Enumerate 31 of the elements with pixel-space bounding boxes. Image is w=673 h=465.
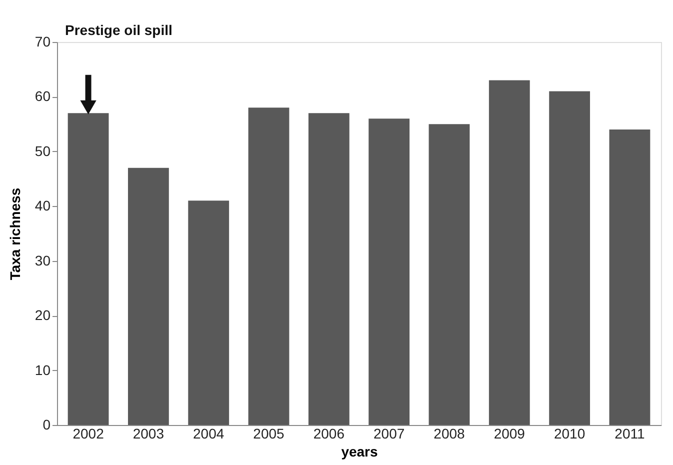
y-axis-title: Taxa richness (6, 188, 23, 280)
y-tick-label: 20 (34, 307, 51, 324)
y-tick-label: 30 (34, 252, 51, 268)
y-tick-label: 40 (34, 198, 51, 214)
y-tick-label: 0 (42, 416, 51, 432)
bar (248, 108, 290, 425)
y-tick-label: 70 (34, 34, 51, 50)
y-tick-label: 10 (34, 362, 51, 378)
text: Prestige oil spill (65, 22, 172, 38)
y-tick-label: 50 (34, 142, 51, 159)
x-tick-label: 2007 (374, 426, 405, 442)
x-tick-label: 2008 (434, 426, 466, 442)
bar (609, 130, 650, 425)
bar (68, 113, 109, 425)
x-tick-label: 2010 (554, 426, 586, 442)
x-tick-label: 2011 (614, 426, 645, 442)
bar (128, 168, 169, 425)
bar (308, 113, 350, 425)
bar (488, 80, 530, 425)
x-tick-label: 2009 (494, 426, 526, 442)
bar (368, 118, 410, 425)
bar (188, 200, 230, 425)
x-tick-label: 2002 (72, 426, 104, 442)
bar (428, 124, 470, 425)
bar (549, 91, 590, 425)
x-tick-label: 2004 (193, 426, 224, 442)
x-tick-label: 2003 (132, 426, 164, 442)
x-axis-title: years (341, 444, 378, 460)
x-tick-label: 2006 (313, 426, 345, 442)
x-tick-label: 2005 (253, 426, 285, 442)
y-tick-label: 60 (34, 88, 51, 104)
